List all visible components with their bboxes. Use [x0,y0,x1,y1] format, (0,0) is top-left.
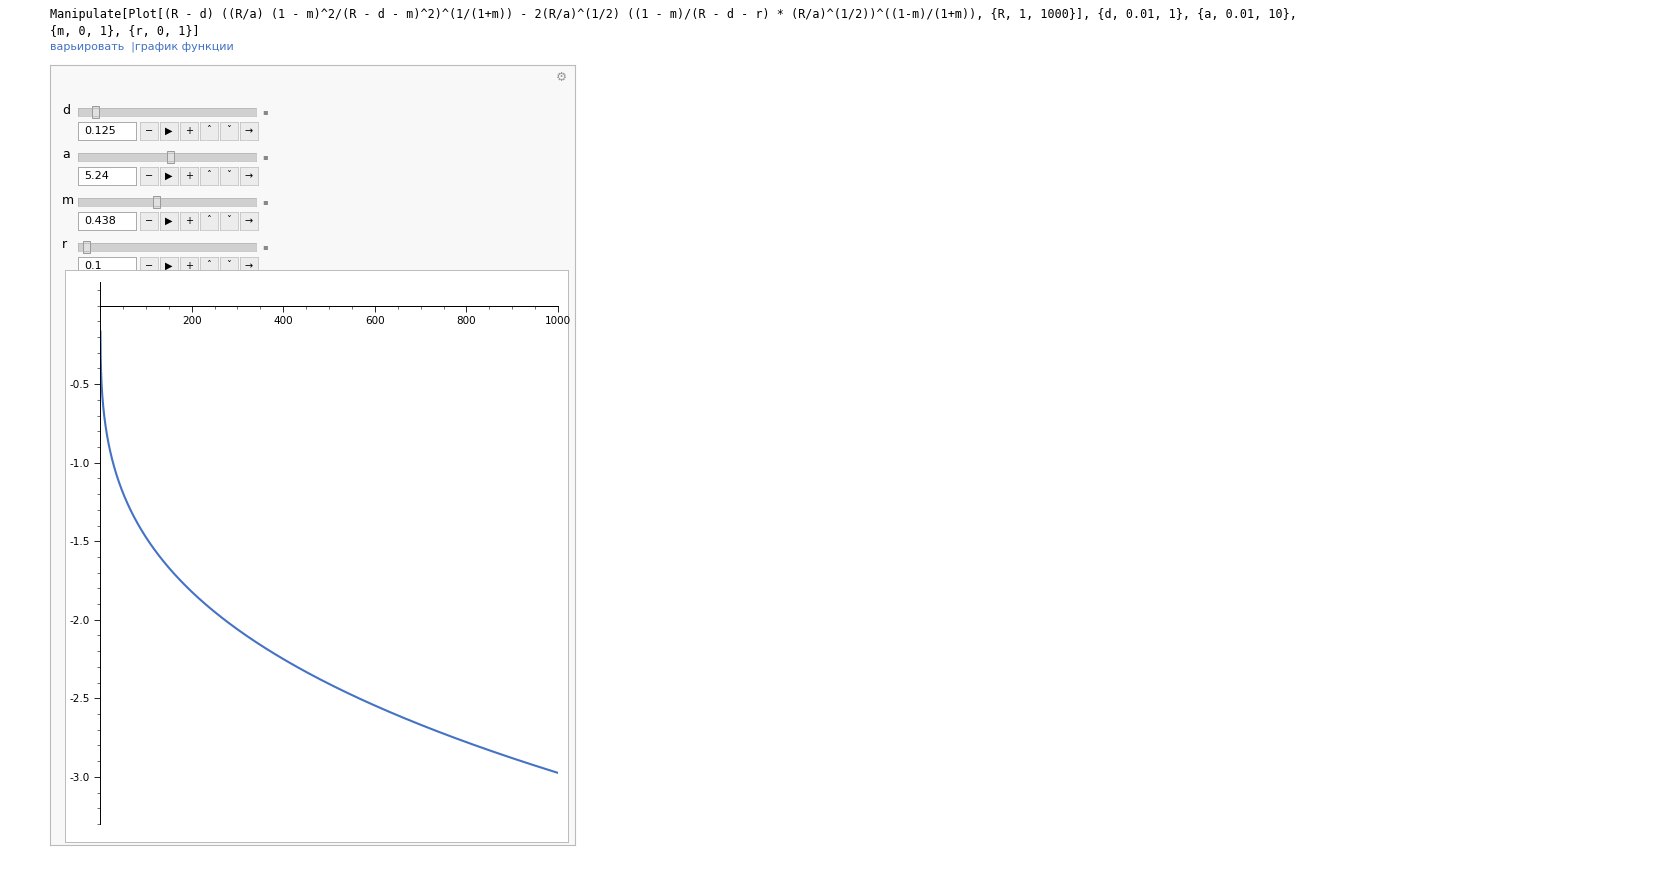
Text: ˇ: ˇ [227,261,232,271]
Text: ˇ: ˇ [227,171,232,181]
Text: ▶: ▶ [166,261,173,271]
Text: варьировать  |график функции: варьировать |график функции [50,42,234,53]
Text: ˇ: ˇ [227,126,232,136]
Text: ˆ: ˆ [207,126,211,136]
Text: +: + [186,216,192,226]
Text: ⚙: ⚙ [556,71,567,84]
Bar [168,151,174,163]
Bar [83,241,91,253]
Text: →: → [246,216,254,226]
Text: +: + [186,126,192,136]
Text: r: r [61,238,66,252]
Text: −: − [144,126,153,136]
Text: ˇ: ˇ [227,216,232,226]
Text: ▶: ▶ [166,171,173,181]
Text: →: → [246,261,254,271]
Text: ▶: ▶ [166,216,173,226]
Text: ˆ: ˆ [207,261,211,271]
Text: 0.438: 0.438 [85,216,116,226]
Text: −: − [144,216,153,226]
Text: ▪: ▪ [262,153,267,161]
Text: +: + [186,261,192,271]
Text: 0.125: 0.125 [85,126,116,136]
Bar [93,105,100,119]
Text: ˆ: ˆ [207,171,211,181]
Text: Manipulate[Plot[(R - d) ((R/a) (1 - m)^2/(R - d - m)^2)^(1/(1+m)) - 2(R/a)^(1/2): Manipulate[Plot[(R - d) ((R/a) (1 - m)^2… [50,8,1297,21]
Text: −: − [144,171,153,181]
Bar [153,195,159,209]
Text: 5.24: 5.24 [85,171,109,181]
Text: ▶: ▶ [166,126,173,136]
Text: →: → [246,126,254,136]
Text: {m, 0, 1}, {r, 0, 1}]: {m, 0, 1}, {r, 0, 1}] [50,25,199,38]
Text: 0.1: 0.1 [85,261,101,271]
Text: →: → [246,171,254,181]
Text: ▪: ▪ [262,243,267,252]
Text: −: − [144,261,153,271]
Text: ˆ: ˆ [207,216,211,226]
Text: +: + [186,171,192,181]
Text: m: m [61,194,75,207]
Text: ▪: ▪ [262,108,267,117]
Text: d: d [61,103,70,117]
Text: ▪: ▪ [262,197,267,207]
Text: a: a [61,148,70,161]
